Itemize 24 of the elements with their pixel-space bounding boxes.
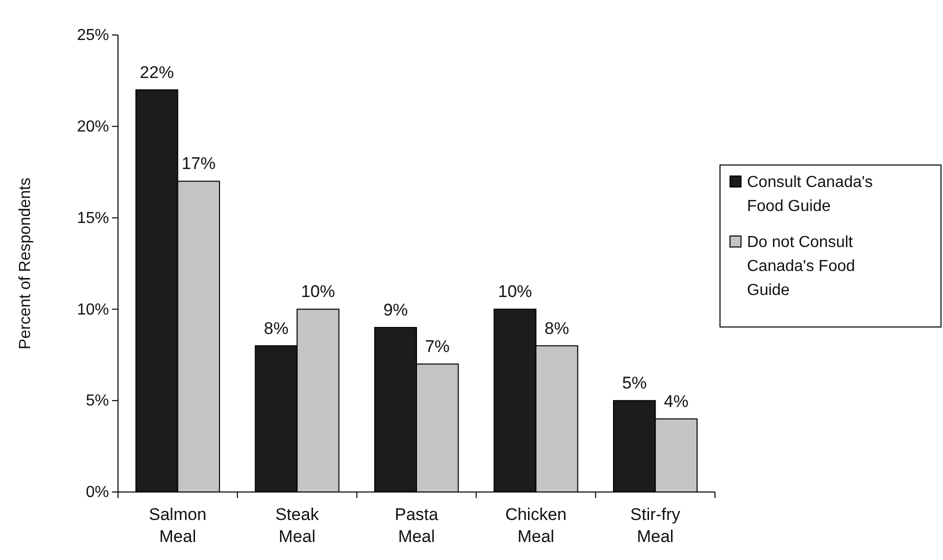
y-tick-label: 15% [76, 210, 109, 227]
y-tick-label: 5% [86, 392, 109, 410]
data-label: 9% [383, 300, 408, 320]
x-tick-label: Salmon Meal [148, 505, 207, 546]
data-label: 22% [140, 62, 174, 82]
y-tick-label: 25% [76, 27, 109, 44]
legend-label: Consult Canada's Food Guide [747, 174, 873, 215]
data-label: 10% [498, 282, 532, 302]
y-tick-label: 20% [76, 118, 109, 136]
x-tick-label: Stir-fry Meal [630, 505, 681, 546]
data-label: 17% [182, 154, 216, 174]
data-label: 4% [664, 392, 688, 411]
data-label: 7% [425, 337, 450, 356]
y-tick-label: 10% [76, 301, 109, 318]
y-axis-title: Percent of Respondents [17, 178, 34, 350]
x-tick-label: Chicken Meal [505, 505, 567, 546]
data-label: 8% [264, 318, 288, 338]
x-tick-label: Steak Meal [275, 505, 320, 546]
data-label: 5% [622, 374, 647, 393]
data-label: 10% [300, 282, 336, 302]
y-tick-label: 0% [86, 484, 109, 502]
data-label: 8% [544, 318, 570, 338]
legend-label: Do not Consult Canada's Food Guide [747, 234, 856, 299]
x-tick-label: Pasta Meal [394, 505, 439, 546]
